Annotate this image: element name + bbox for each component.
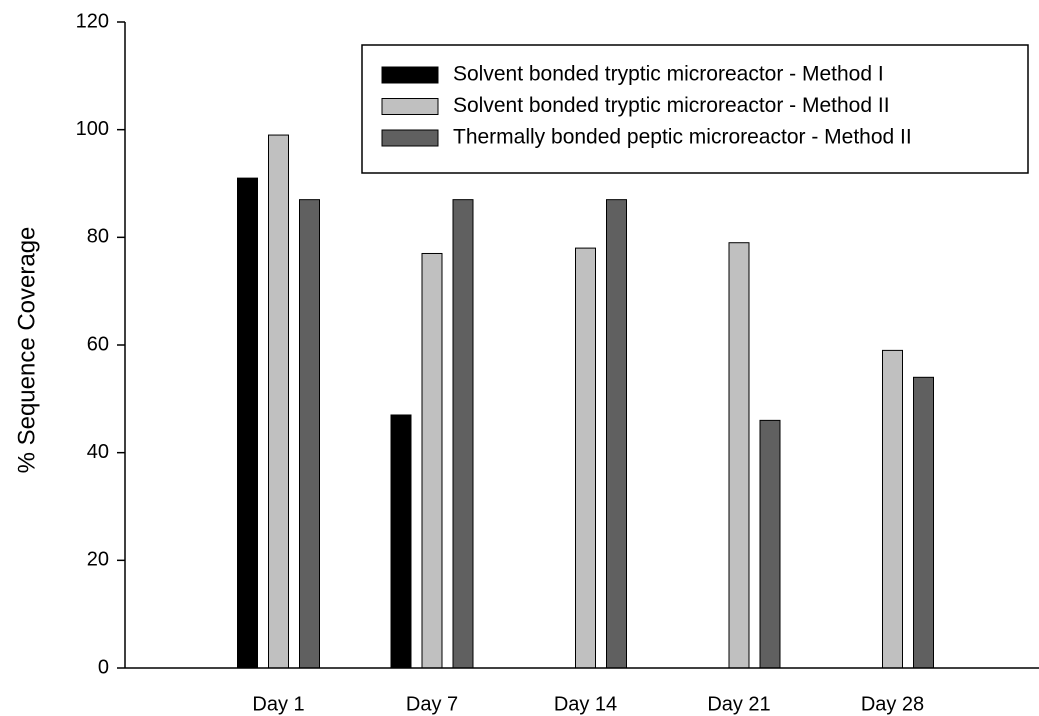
legend-label: Solvent bonded tryptic microreactor - Me… [453,63,884,86]
bar [575,247,596,669]
legend-swatch [381,66,439,84]
bar [452,199,474,669]
y-tick-label: 60 [87,333,109,355]
bar [882,349,903,669]
x-tick-label: Day 7 [406,693,458,715]
legend-label: Solvent bonded tryptic microreactor - Me… [453,94,890,117]
legend-swatch [381,129,439,147]
legend-box [361,44,1029,174]
bar [268,134,289,669]
bar [299,199,320,669]
legend-label: Thermally bonded peptic microreactor - M… [453,126,912,149]
y-tick-label: 0 [98,656,109,678]
x-tick-label: Day 14 [554,693,617,715]
bar [913,376,934,669]
bar [237,177,258,669]
bar [390,414,412,669]
y-axis-label: % Sequence Coverage [13,227,40,474]
bar [421,252,443,669]
x-tick-label: Day 1 [252,693,304,715]
x-tick-label: Day 28 [861,693,924,715]
y-tick-label: 120 [76,10,109,32]
bar [728,242,750,669]
y-tick-label: 40 [87,441,109,463]
legend-swatch [381,98,439,115]
bar [759,419,781,669]
y-tick-label: 20 [87,549,109,571]
y-tick-label: 100 [76,118,109,140]
x-tick-label: Day 21 [707,693,770,715]
bar [606,199,627,669]
y-tick-label: 80 [87,226,109,248]
